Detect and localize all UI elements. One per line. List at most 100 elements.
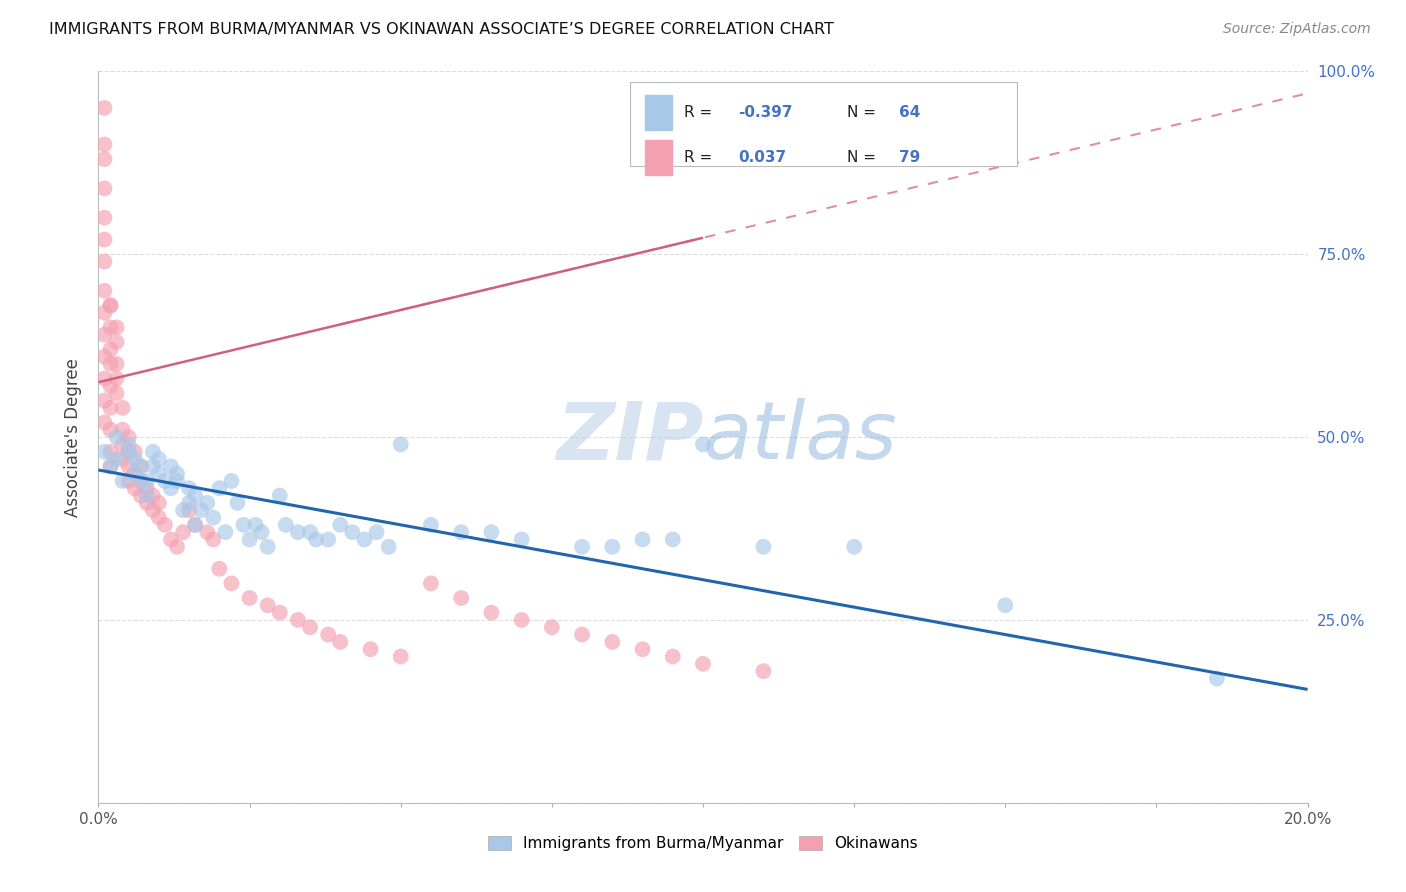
Point [93,211,115,225]
Point [142,459,165,474]
Point [994,599,1017,613]
Point [752,664,775,678]
Point [166,540,188,554]
Point [160,533,183,547]
Point [148,452,170,467]
Point [184,489,207,503]
Point [135,474,157,488]
FancyBboxPatch shape [630,82,1018,167]
Point [179,496,201,510]
Point [420,576,443,591]
Point [118,437,141,451]
Point [105,452,128,467]
Point [184,517,207,532]
Point [124,452,146,467]
Point [100,401,122,415]
Point [148,496,170,510]
Point [1206,672,1229,686]
Point [148,467,170,481]
Point [135,496,157,510]
Point [571,540,593,554]
Point [160,459,183,474]
Point [111,452,134,467]
Point [166,467,188,481]
Point [166,474,188,488]
Point [153,517,176,532]
Point [105,386,128,401]
Text: N =: N = [846,150,880,165]
Point [389,437,412,451]
Point [93,350,115,364]
Point [342,525,364,540]
Point [100,379,122,393]
Point [692,657,714,671]
Point [353,533,375,547]
Point [195,496,218,510]
Point [153,474,176,488]
Point [299,620,322,634]
Point [420,517,443,532]
Point [481,606,503,620]
Point [202,533,225,547]
Point [190,503,212,517]
Point [631,642,654,657]
Point [160,481,183,495]
Point [221,474,243,488]
Text: IMMIGRANTS FROM BURMA/MYANMAR VS OKINAWAN ASSOCIATE’S DEGREE CORRELATION CHART: IMMIGRANTS FROM BURMA/MYANMAR VS OKINAWA… [49,22,834,37]
Point [661,649,683,664]
Point [305,533,328,547]
Bar [645,140,672,175]
Text: atlas: atlas [703,398,898,476]
Point [221,576,243,591]
Point [631,533,654,547]
Point [316,533,339,547]
Point [105,320,128,334]
Point [111,423,134,437]
Point [172,503,194,517]
Text: 0.037: 0.037 [738,150,786,165]
Point [250,525,273,540]
Point [124,444,146,458]
Point [661,533,683,547]
Point [93,444,115,458]
Point [208,562,231,576]
Point [100,320,122,334]
Point [93,284,115,298]
Point [287,613,309,627]
Text: -0.397: -0.397 [738,105,793,120]
Point [299,525,322,540]
Point [450,591,472,605]
Text: 64: 64 [898,105,921,120]
Point [93,137,115,152]
Point [239,533,262,547]
Point [105,334,128,349]
Point [202,510,225,524]
Point [100,459,122,474]
Point [450,525,472,540]
Point [142,444,165,458]
Point [208,481,231,495]
Point [100,298,122,312]
Point [148,510,170,524]
Point [93,327,115,342]
Point [129,459,152,474]
Point [214,525,236,540]
Point [692,437,714,451]
Point [118,444,141,458]
Point [366,525,388,540]
Point [844,540,866,554]
Point [100,459,122,474]
Point [118,444,141,458]
Text: ZIP: ZIP [555,398,703,476]
Point [111,437,134,451]
Point [100,343,122,357]
Point [239,591,262,605]
Point [118,430,141,444]
Point [377,540,399,554]
Point [245,517,267,532]
Point [256,599,278,613]
Point [481,525,503,540]
Point [316,627,339,641]
Point [93,306,115,320]
Point [93,416,115,430]
